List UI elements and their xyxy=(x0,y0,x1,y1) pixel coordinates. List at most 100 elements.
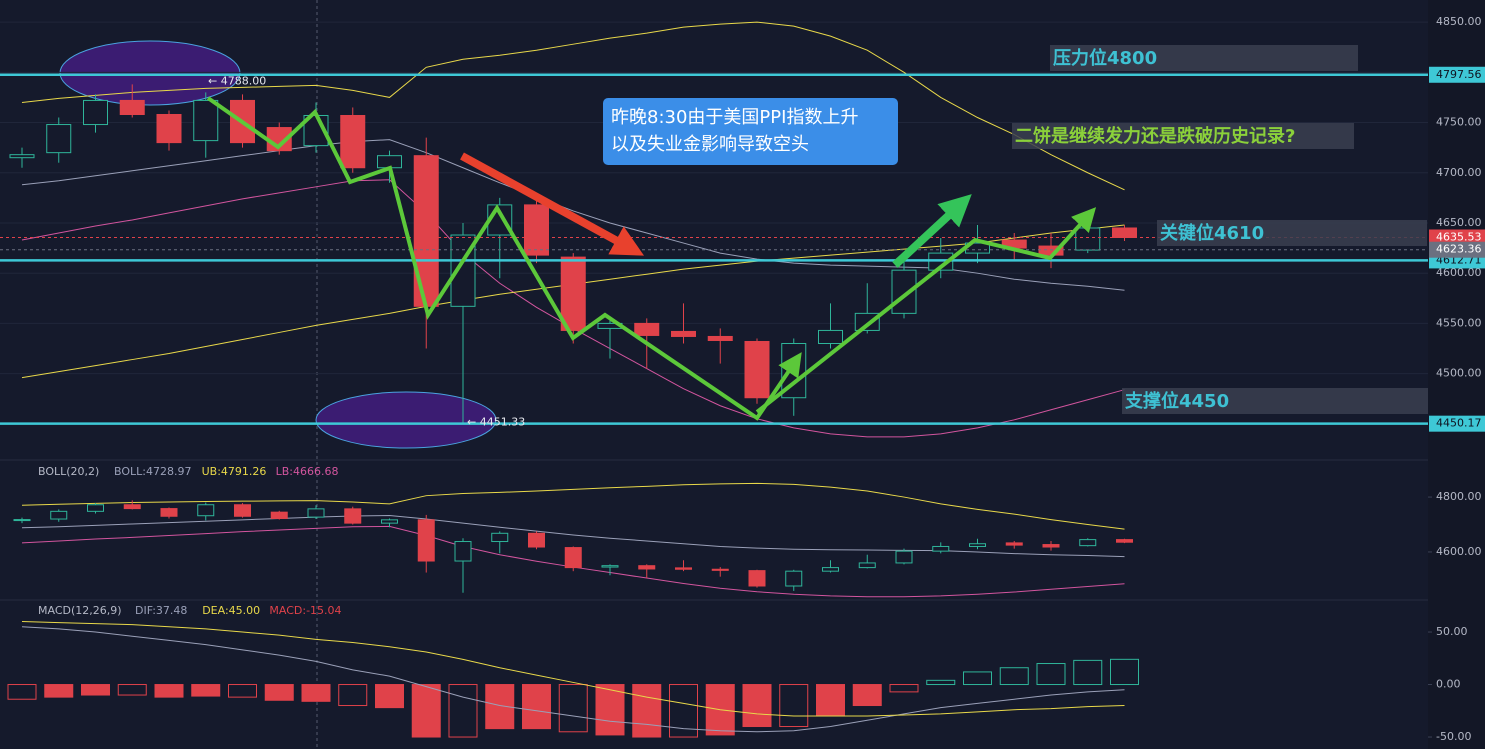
candle-body xyxy=(344,508,362,524)
macd-bar xyxy=(81,684,110,696)
annotation-box xyxy=(1157,220,1427,246)
y-tick-label: 4750.00 xyxy=(1436,116,1482,129)
macd-bar xyxy=(338,684,368,707)
candle-body xyxy=(748,570,766,587)
candle-body xyxy=(711,568,729,571)
macd-bar xyxy=(852,684,882,707)
y-tick-label: 50.00 xyxy=(1436,625,1468,638)
macd-bar xyxy=(522,684,551,730)
y-tick-label: 4550.00 xyxy=(1436,316,1482,329)
candle-body xyxy=(1112,227,1137,239)
y-tick-label: 4800.00 xyxy=(1436,490,1482,503)
candle-body xyxy=(969,543,986,547)
price-tag xyxy=(1429,415,1485,432)
macd-bar xyxy=(1073,659,1103,686)
price-tag xyxy=(1429,66,1485,83)
candle-body xyxy=(491,532,509,543)
macd-bar xyxy=(154,684,184,698)
y-tick-label: 4650.00 xyxy=(1436,216,1482,229)
candle-body xyxy=(895,550,913,564)
annotation: 支撑位4450 xyxy=(1124,390,1229,412)
annotation: 关键位4610 xyxy=(1160,222,1264,244)
candle-body xyxy=(417,519,435,562)
macd-bar xyxy=(558,684,588,733)
macd-bar xyxy=(1110,658,1139,686)
macd-bar xyxy=(191,684,221,697)
candle-body xyxy=(1005,542,1023,546)
y-tick-label: 4600.00 xyxy=(1436,545,1482,558)
panel-stat: UB:4791.26 xyxy=(202,465,267,478)
panel-stat: DEA:45.00 xyxy=(202,604,260,617)
green-arrow xyxy=(206,96,802,421)
panel-stat: DIF:37.48 xyxy=(135,604,187,617)
arrows xyxy=(206,96,1097,421)
macd-bar xyxy=(44,684,74,698)
price-tag-label: 4623.36 xyxy=(1436,243,1482,256)
macd-bar xyxy=(595,684,625,736)
candle-body xyxy=(818,329,843,344)
panel-stat: MACD:-15.04 xyxy=(269,604,341,617)
candle-body xyxy=(307,508,325,518)
panel-stat: LB:4666.68 xyxy=(276,465,339,478)
candle-body xyxy=(377,155,402,169)
candle-body xyxy=(822,567,839,572)
macd-bar xyxy=(117,684,147,696)
candle-body xyxy=(601,565,619,568)
macd-bar xyxy=(889,684,919,693)
y-tick-label: 0.00 xyxy=(1436,678,1461,691)
macd-bar xyxy=(742,684,772,728)
macd-bar xyxy=(963,671,992,686)
candle-body xyxy=(564,547,582,569)
y-tick-label: 4600.00 xyxy=(1436,266,1482,279)
macd-bar xyxy=(632,684,662,738)
candle-body xyxy=(340,115,366,169)
annotation: 二饼是继续发力还是跌破历史记录? xyxy=(1015,125,1295,147)
panel-stat: BOLL:4728.97 xyxy=(114,465,191,478)
annotation-box xyxy=(1050,45,1358,71)
macd-bar xyxy=(779,684,809,728)
candle-body xyxy=(785,570,803,587)
candle-body xyxy=(13,519,31,522)
candle-body xyxy=(156,113,182,144)
candle-body xyxy=(560,256,586,331)
candle-body xyxy=(50,510,68,520)
macd-bar xyxy=(228,684,257,698)
macd-bar xyxy=(375,684,404,709)
y-tick-label: 4850.00 xyxy=(1436,15,1482,28)
macd-bar xyxy=(7,684,37,700)
macd-bar xyxy=(926,679,956,686)
annotation-box xyxy=(1122,388,1428,414)
price-marker: ← 4788.00 xyxy=(208,74,266,87)
highlight-ellipse xyxy=(315,391,497,449)
candle-body xyxy=(160,508,178,517)
indicator-line xyxy=(21,621,1125,717)
panel-title: MACD(12,26,9) xyxy=(38,604,122,617)
indicator-line xyxy=(21,482,1125,530)
macd-bar xyxy=(301,684,331,702)
candle-body xyxy=(87,504,104,512)
macd-bar xyxy=(669,684,698,738)
candle-body xyxy=(858,562,876,569)
note-box xyxy=(603,98,898,165)
candle-body xyxy=(1079,539,1097,547)
candle-body xyxy=(193,99,219,142)
candle-body xyxy=(197,504,215,517)
price-tag xyxy=(1429,241,1485,258)
green-arrow xyxy=(755,207,1097,414)
candle-body xyxy=(123,504,141,510)
price-tag-label: 4797.56 xyxy=(1436,68,1482,81)
candle-body xyxy=(707,335,733,341)
candle-body xyxy=(9,154,35,159)
price-tag-label: 4635.53 xyxy=(1436,231,1482,244)
macd-bar xyxy=(999,667,1029,686)
panel-title: BOLL(20,2) xyxy=(38,465,99,478)
price-marker: ← 4451.33 xyxy=(467,416,525,429)
candle-body xyxy=(1075,227,1101,251)
candle-body xyxy=(932,545,950,552)
note-text: 以及失业金影响导致空头 xyxy=(611,134,809,155)
red-arrow xyxy=(460,152,645,256)
candle-body xyxy=(524,204,549,256)
candle-body xyxy=(83,99,108,126)
candle-body xyxy=(744,340,770,399)
